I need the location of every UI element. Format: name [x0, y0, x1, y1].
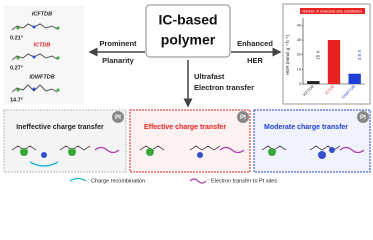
molecule-name: ICFTDB: [32, 11, 52, 17]
center-title: polymer: [161, 32, 216, 48]
arrow-label: Electron transfer: [194, 83, 254, 92]
panels: Ineffective charge transfer Effective ch…: [3, 109, 371, 173]
transfer-arrow: [219, 146, 245, 154]
y-tick-label: 20: [297, 53, 301, 57]
y-tick-label: 30: [297, 38, 301, 42]
pt-badge: [357, 111, 369, 123]
pt-label: Pt: [360, 115, 366, 121]
legend-text: : Charge recombination: [88, 178, 145, 184]
panel-title: Moderate charge transfer: [264, 124, 348, 131]
pt-label: Pt: [115, 115, 121, 121]
chart-title: Number of molecular side substitution: [302, 9, 362, 13]
panel: [129, 109, 251, 173]
panel-title: Effective charge transfer: [144, 124, 226, 131]
y-tick-label: 0: [299, 82, 301, 86]
y-axis-label: HER (mmol g⁻¹ h⁻¹): [285, 35, 290, 76]
dihedral-angle: 0.21°: [10, 35, 23, 41]
chart-frame: [282, 3, 371, 105]
dihedral-angle: 14.7°: [10, 97, 23, 103]
bar: [307, 81, 320, 84]
y-tick-label: 40: [297, 23, 301, 27]
panel-title: Ineffective charge transfer: [16, 124, 104, 131]
arrow-label: Ultrafast: [194, 72, 225, 81]
legend-symbol: [69, 177, 87, 182]
bar: [348, 73, 361, 84]
molecule-area: ICFTDB 0.21° ICTDB 0.27° IDWFTDB 14.7°: [4, 6, 84, 104]
chart-title-band: [300, 8, 365, 14]
arrow-label: Enhanced: [237, 39, 273, 48]
molecule-name: IDWFTDB: [29, 74, 54, 80]
legend-symbol: [189, 178, 207, 184]
bar: [327, 40, 341, 84]
panel: [3, 109, 127, 173]
fold-label: 15 X: [316, 50, 321, 59]
x-tick-label: ICTDB: [325, 84, 336, 95]
fold-label: 3.8 X: [357, 50, 362, 61]
pt-badge: [112, 111, 124, 123]
molecule-name: ICTDB: [34, 42, 51, 48]
transfer-arrow: [94, 146, 120, 154]
dihedral-angle: 0.27°: [10, 65, 23, 71]
center-box: [145, 4, 231, 58]
transfer-arrow: [339, 146, 365, 154]
graphic: ICFTDB 0.21° ICTDB 0.27° IDWFTDB 14.7° I…: [3, 3, 371, 184]
y-tick-label: 10: [297, 67, 301, 71]
center-title: IC-based: [158, 12, 217, 28]
recombination-arrow: [29, 161, 59, 167]
arrow-label: Prominent: [99, 39, 137, 48]
legend-text: : Electron transfer to Pt sites: [208, 178, 277, 184]
arrow-label: HER: [247, 56, 263, 65]
panel: [253, 109, 371, 173]
pt-badge: [237, 111, 249, 123]
arrow-label: Planarity: [102, 56, 135, 65]
pt-label: Pt: [240, 115, 246, 121]
